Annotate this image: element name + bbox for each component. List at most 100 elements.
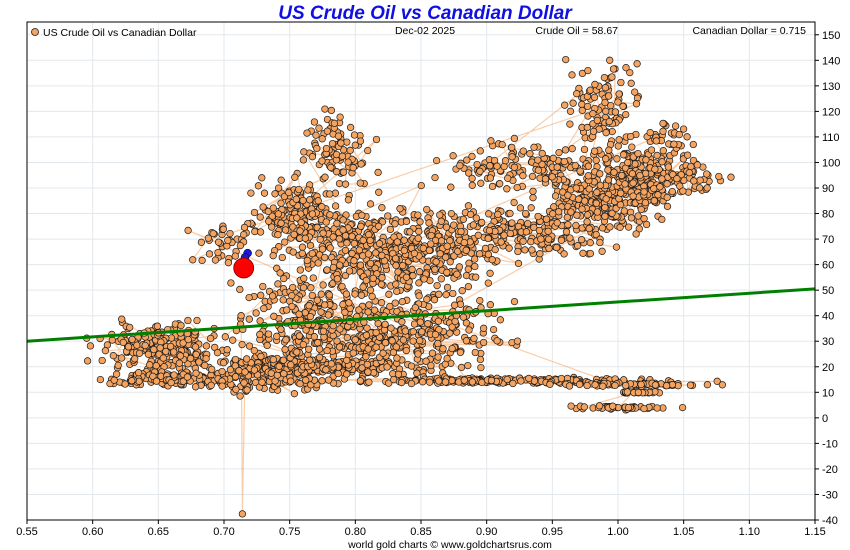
data-point <box>341 271 350 280</box>
data-point <box>256 330 264 339</box>
data-point <box>141 341 149 350</box>
data-point <box>176 352 185 360</box>
data-point <box>462 319 471 327</box>
data-point <box>283 306 291 314</box>
data-point <box>471 255 479 263</box>
data-point <box>364 146 372 155</box>
data-point <box>184 316 192 325</box>
data-point <box>277 176 285 184</box>
data-point <box>713 377 721 385</box>
data-point <box>653 151 661 160</box>
data-point <box>358 211 366 219</box>
data-point <box>364 308 372 316</box>
data-point <box>508 153 516 161</box>
data-point <box>622 381 630 390</box>
data-point <box>465 326 473 334</box>
data-point <box>605 92 613 100</box>
x-tick-label: 0.60 <box>82 526 103 538</box>
data-point <box>678 403 687 412</box>
data-point <box>593 116 601 125</box>
data-point <box>341 180 350 188</box>
data-point <box>385 379 393 387</box>
data-point <box>522 228 531 236</box>
data-point <box>484 279 492 287</box>
oil-readout: Crude Oil = 58.67 <box>535 25 618 37</box>
data-point <box>368 292 376 301</box>
data-point <box>469 221 478 229</box>
data-point <box>287 361 295 369</box>
data-point <box>575 195 583 203</box>
data-point <box>177 321 185 330</box>
data-point <box>451 317 459 326</box>
data-point <box>369 274 377 282</box>
data-point <box>658 175 666 183</box>
data-point <box>184 226 192 235</box>
data-point <box>257 291 265 299</box>
data-point <box>634 149 642 158</box>
data-point <box>218 367 226 376</box>
data-point <box>226 229 234 238</box>
data-point <box>599 382 607 390</box>
data-point <box>537 235 545 243</box>
data-point <box>435 326 443 334</box>
data-point <box>393 238 401 246</box>
data-point <box>586 86 594 94</box>
data-point <box>318 203 326 211</box>
data-point <box>414 234 422 242</box>
y-tick-label: 110 <box>822 132 840 144</box>
data-point <box>314 339 322 347</box>
data-point <box>466 210 475 219</box>
data-point <box>409 328 417 336</box>
data-point <box>152 377 161 385</box>
data-point <box>443 242 451 250</box>
data-point <box>434 339 442 348</box>
data-point <box>641 199 650 207</box>
data-point <box>399 336 408 344</box>
data-point <box>481 244 490 253</box>
data-point <box>370 306 379 314</box>
data-point <box>375 239 384 248</box>
y-tick-label: 150 <box>822 30 840 42</box>
data-point <box>315 345 324 353</box>
data-point <box>553 219 561 227</box>
data-point <box>117 354 126 362</box>
data-point <box>238 340 246 349</box>
data-point <box>468 181 476 189</box>
data-point <box>343 333 351 342</box>
data-point <box>489 325 498 334</box>
data-point <box>486 301 495 309</box>
data-point <box>323 346 331 355</box>
data-point <box>430 296 439 304</box>
data-point <box>471 262 479 271</box>
x-tick-label: 1.05 <box>673 526 694 538</box>
y-tick-label: 30 <box>822 336 834 348</box>
data-point <box>504 174 512 182</box>
data-point <box>419 244 427 252</box>
data-point <box>414 350 422 358</box>
data-point <box>631 88 639 96</box>
data-point <box>585 185 593 193</box>
data-point <box>422 357 430 365</box>
data-point <box>302 376 310 384</box>
data-point <box>289 283 297 292</box>
data-point <box>296 227 304 235</box>
y-tick-label: 50 <box>822 285 834 297</box>
data-point <box>343 239 351 247</box>
data-point <box>175 359 184 367</box>
data-point <box>152 362 160 370</box>
current-marker-layer <box>233 248 255 279</box>
data-point <box>505 244 513 252</box>
data-point <box>374 222 383 230</box>
data-point <box>381 339 390 347</box>
data-point <box>459 313 468 321</box>
data-point <box>260 304 268 313</box>
data-point <box>689 140 697 149</box>
data-point <box>450 301 459 309</box>
data-point <box>573 90 581 98</box>
data-point <box>349 164 357 172</box>
data-point <box>314 197 322 205</box>
data-point <box>407 362 416 370</box>
data-point <box>281 345 289 354</box>
data-point <box>316 235 324 244</box>
data-point <box>567 402 575 410</box>
